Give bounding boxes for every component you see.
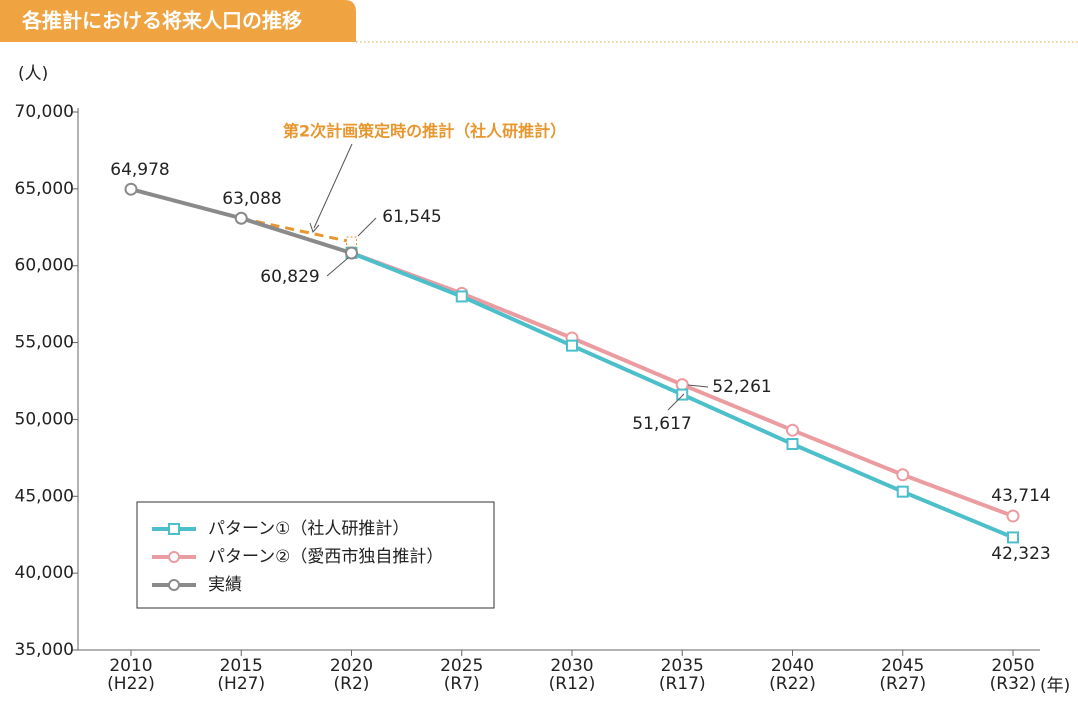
data-label: 64,978 [110, 160, 169, 180]
leader-line [667, 393, 685, 411]
legend-label: パターン①（社人研推計） [208, 519, 409, 539]
point [676, 388, 689, 401]
x-tick-label: 2015 (H27) [217, 656, 266, 694]
legend [136, 501, 495, 609]
x-unit: (年) [1040, 676, 1070, 696]
point [896, 468, 910, 482]
leader-line [326, 257, 349, 277]
leader-line [687, 384, 709, 388]
point [786, 438, 799, 451]
legend-marker [168, 523, 180, 535]
data-label: 60,829 [260, 267, 319, 287]
y-tick-label: 65,000 [15, 179, 74, 199]
data-label: 63,088 [222, 189, 281, 209]
data-label: 51,617 [632, 414, 691, 434]
annotation: 第2次計画策定時の推計（社人研推計） [283, 122, 566, 141]
y-tick-label: 40,000 [15, 563, 74, 583]
point [786, 423, 799, 437]
legend-marker [168, 551, 180, 563]
point [675, 378, 689, 392]
y-unit: (人) [18, 64, 48, 84]
data-label: 43,714 [991, 486, 1050, 506]
leader-line [357, 217, 377, 237]
legend-label: パターン②（愛西市独自推計） [208, 547, 443, 567]
point [346, 236, 357, 248]
point [896, 485, 909, 498]
point [345, 246, 358, 260]
point [234, 211, 248, 225]
x-tick-label: 2020 (R2) [329, 656, 374, 694]
point [1007, 531, 1019, 544]
data-label: 61,545 [382, 207, 441, 227]
annotation-arrow [313, 143, 353, 229]
point [566, 339, 578, 352]
x-tick-label: 2040 (R22) [769, 656, 816, 694]
title-tab [0, 0, 356, 42]
legend-label: 実績 [208, 575, 242, 595]
data-label: 42,323 [991, 544, 1050, 564]
x-tick-label: 2010 (H22) [107, 656, 155, 694]
y-tick-label: 70,000 [15, 102, 74, 122]
point [455, 290, 468, 303]
annotation-arrowhead [309, 222, 320, 233]
x-tick-label: 2035 (R17) [658, 656, 706, 694]
data-label: 52,261 [712, 377, 771, 397]
x-tick-label: 2030 (R12) [548, 656, 596, 694]
y-tick-label: 35,000 [15, 640, 74, 660]
y-tick-label: 45,000 [15, 486, 74, 506]
x-tick-label: 2025 (R7) [440, 656, 484, 694]
y-tick-label: 50,000 [15, 409, 74, 429]
point [1006, 509, 1020, 523]
x-tick-label: 2050 (R32) [989, 656, 1037, 694]
point [124, 182, 138, 196]
x-tick-label: 2045 (R27) [879, 656, 927, 694]
legend-marker [168, 579, 180, 591]
chart-title: 各推計における将来人口の推移 [21, 9, 302, 33]
y-tick-label: 60,000 [15, 256, 74, 276]
y-tick-label: 55,000 [15, 333, 74, 353]
